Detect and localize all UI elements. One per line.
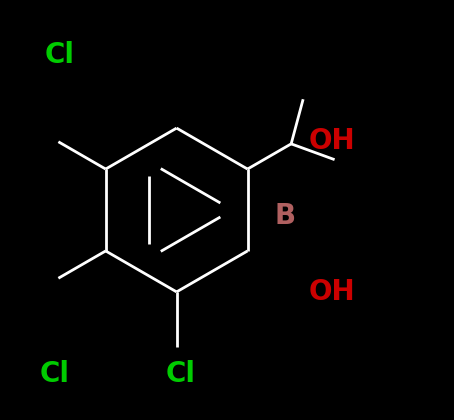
Text: Cl: Cl [44, 41, 74, 68]
Text: Cl: Cl [166, 360, 196, 388]
Text: OH: OH [309, 278, 355, 306]
Text: B: B [274, 202, 296, 230]
Text: Cl: Cl [40, 360, 70, 388]
Text: OH: OH [309, 127, 355, 155]
